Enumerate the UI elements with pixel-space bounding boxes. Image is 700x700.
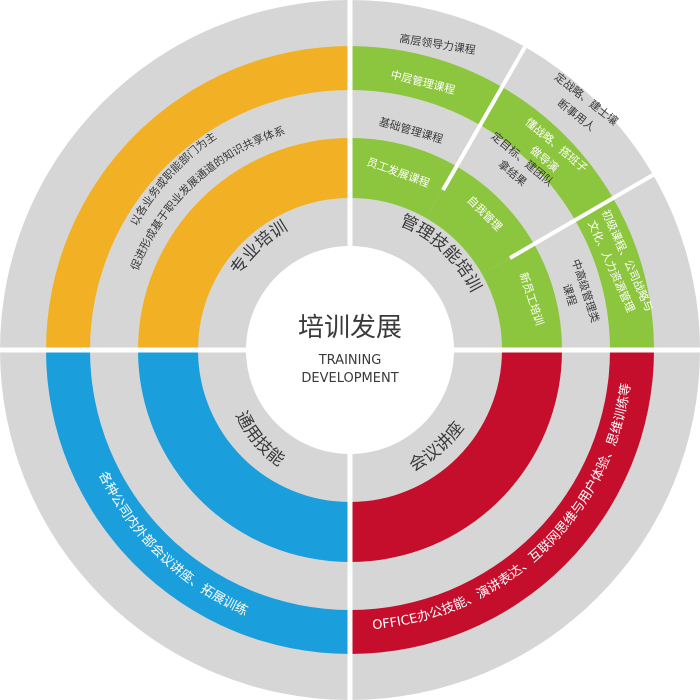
mid-senior-note-line2: 课程 [560, 282, 579, 307]
green-band-self-mgmt [426, 166, 534, 274]
quadrant-management [350, 46, 655, 350]
quadrant-meeting [350, 350, 654, 654]
green-band-staff-course [350, 137, 456, 218]
green-band-middle-course [350, 46, 502, 125]
blue-outer-ring [46, 350, 350, 654]
green-band-culture [575, 198, 654, 350]
green-band-new-staff [482, 244, 563, 350]
red-inner-ring [350, 350, 562, 562]
orange-inner-ring [138, 138, 350, 350]
center-subtitle-line2: DEVELOPMENT [301, 371, 398, 386]
center-subtitle-line1: TRAINING [318, 353, 382, 368]
green-band-team [480, 87, 613, 220]
red-outer-ring [350, 350, 654, 654]
blue-inner-ring [138, 350, 350, 562]
orange-outer-ring [46, 46, 350, 350]
quadrant-general [46, 350, 350, 654]
center-circle [246, 246, 454, 454]
center-title: 培训发展 [298, 313, 402, 343]
quadrant-professional [46, 46, 350, 350]
management-dividers [441, 46, 655, 260]
